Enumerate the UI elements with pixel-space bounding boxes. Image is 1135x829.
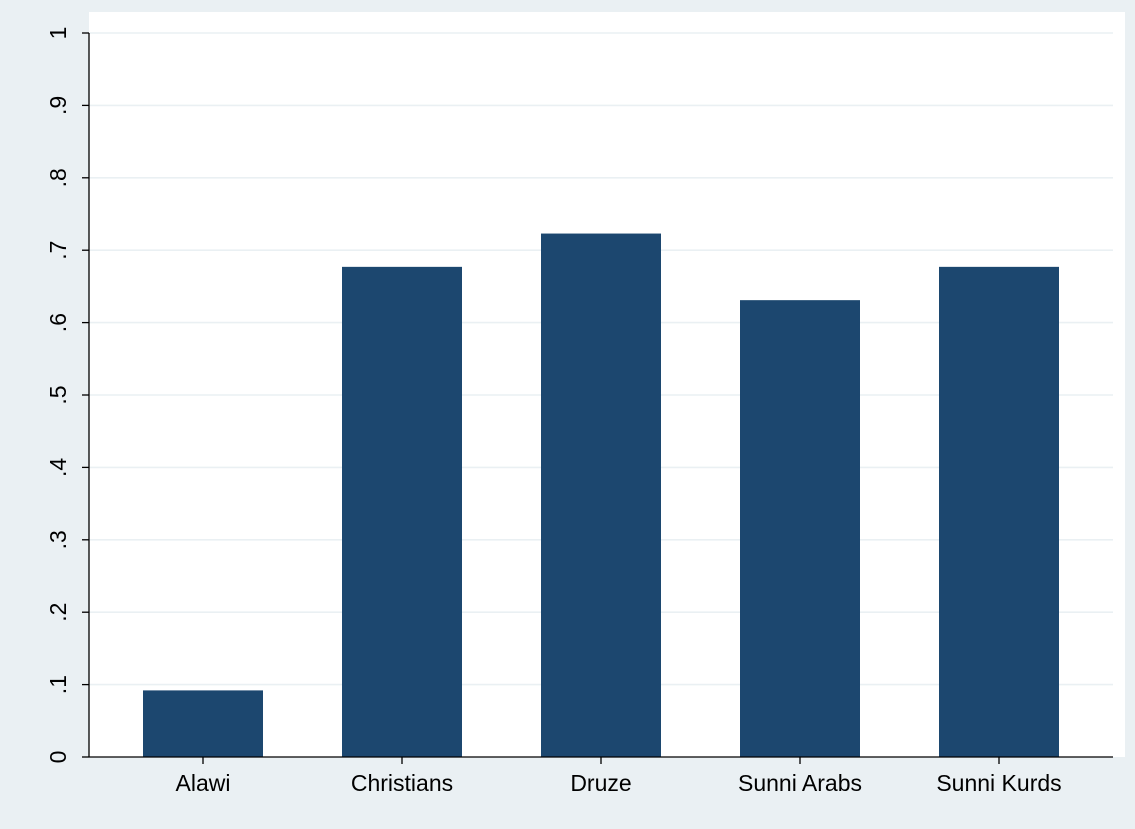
y-tick-label: .9 <box>45 96 71 115</box>
y-tick-label: .2 <box>45 603 71 622</box>
x-tick-label: Druze <box>570 770 631 796</box>
bar-druze <box>541 233 661 758</box>
bar-sunni-kurds <box>939 266 1059 757</box>
y-tick-label: .5 <box>45 385 71 404</box>
y-tick-label: 0 <box>45 751 71 764</box>
x-tick-label: Sunni Kurds <box>936 770 1061 796</box>
bars <box>143 233 1059 758</box>
x-tick-label: Sunni Arabs <box>738 770 862 796</box>
y-tick-label: .8 <box>45 168 71 187</box>
x-tick-label: Christians <box>351 770 453 796</box>
y-tick-label: .6 <box>45 313 71 332</box>
y-tick-label: .7 <box>45 241 71 260</box>
x-tick-label: Alawi <box>176 770 231 796</box>
axes <box>82 32 1113 764</box>
bar-alawi <box>143 690 263 757</box>
y-tick-label: .3 <box>45 530 71 549</box>
bar-christians <box>342 266 462 757</box>
bar-sunni-arabs <box>740 300 860 757</box>
y-tick-label: .4 <box>45 458 71 477</box>
labels: 0 .1 .2 .3 .4 .5 .6 .7 .8 .9 1 Alawi Christians Druze… <box>45 27 1062 796</box>
y-tick-label: 1 <box>45 27 71 40</box>
y-tick-label: .1 <box>45 675 71 694</box>
